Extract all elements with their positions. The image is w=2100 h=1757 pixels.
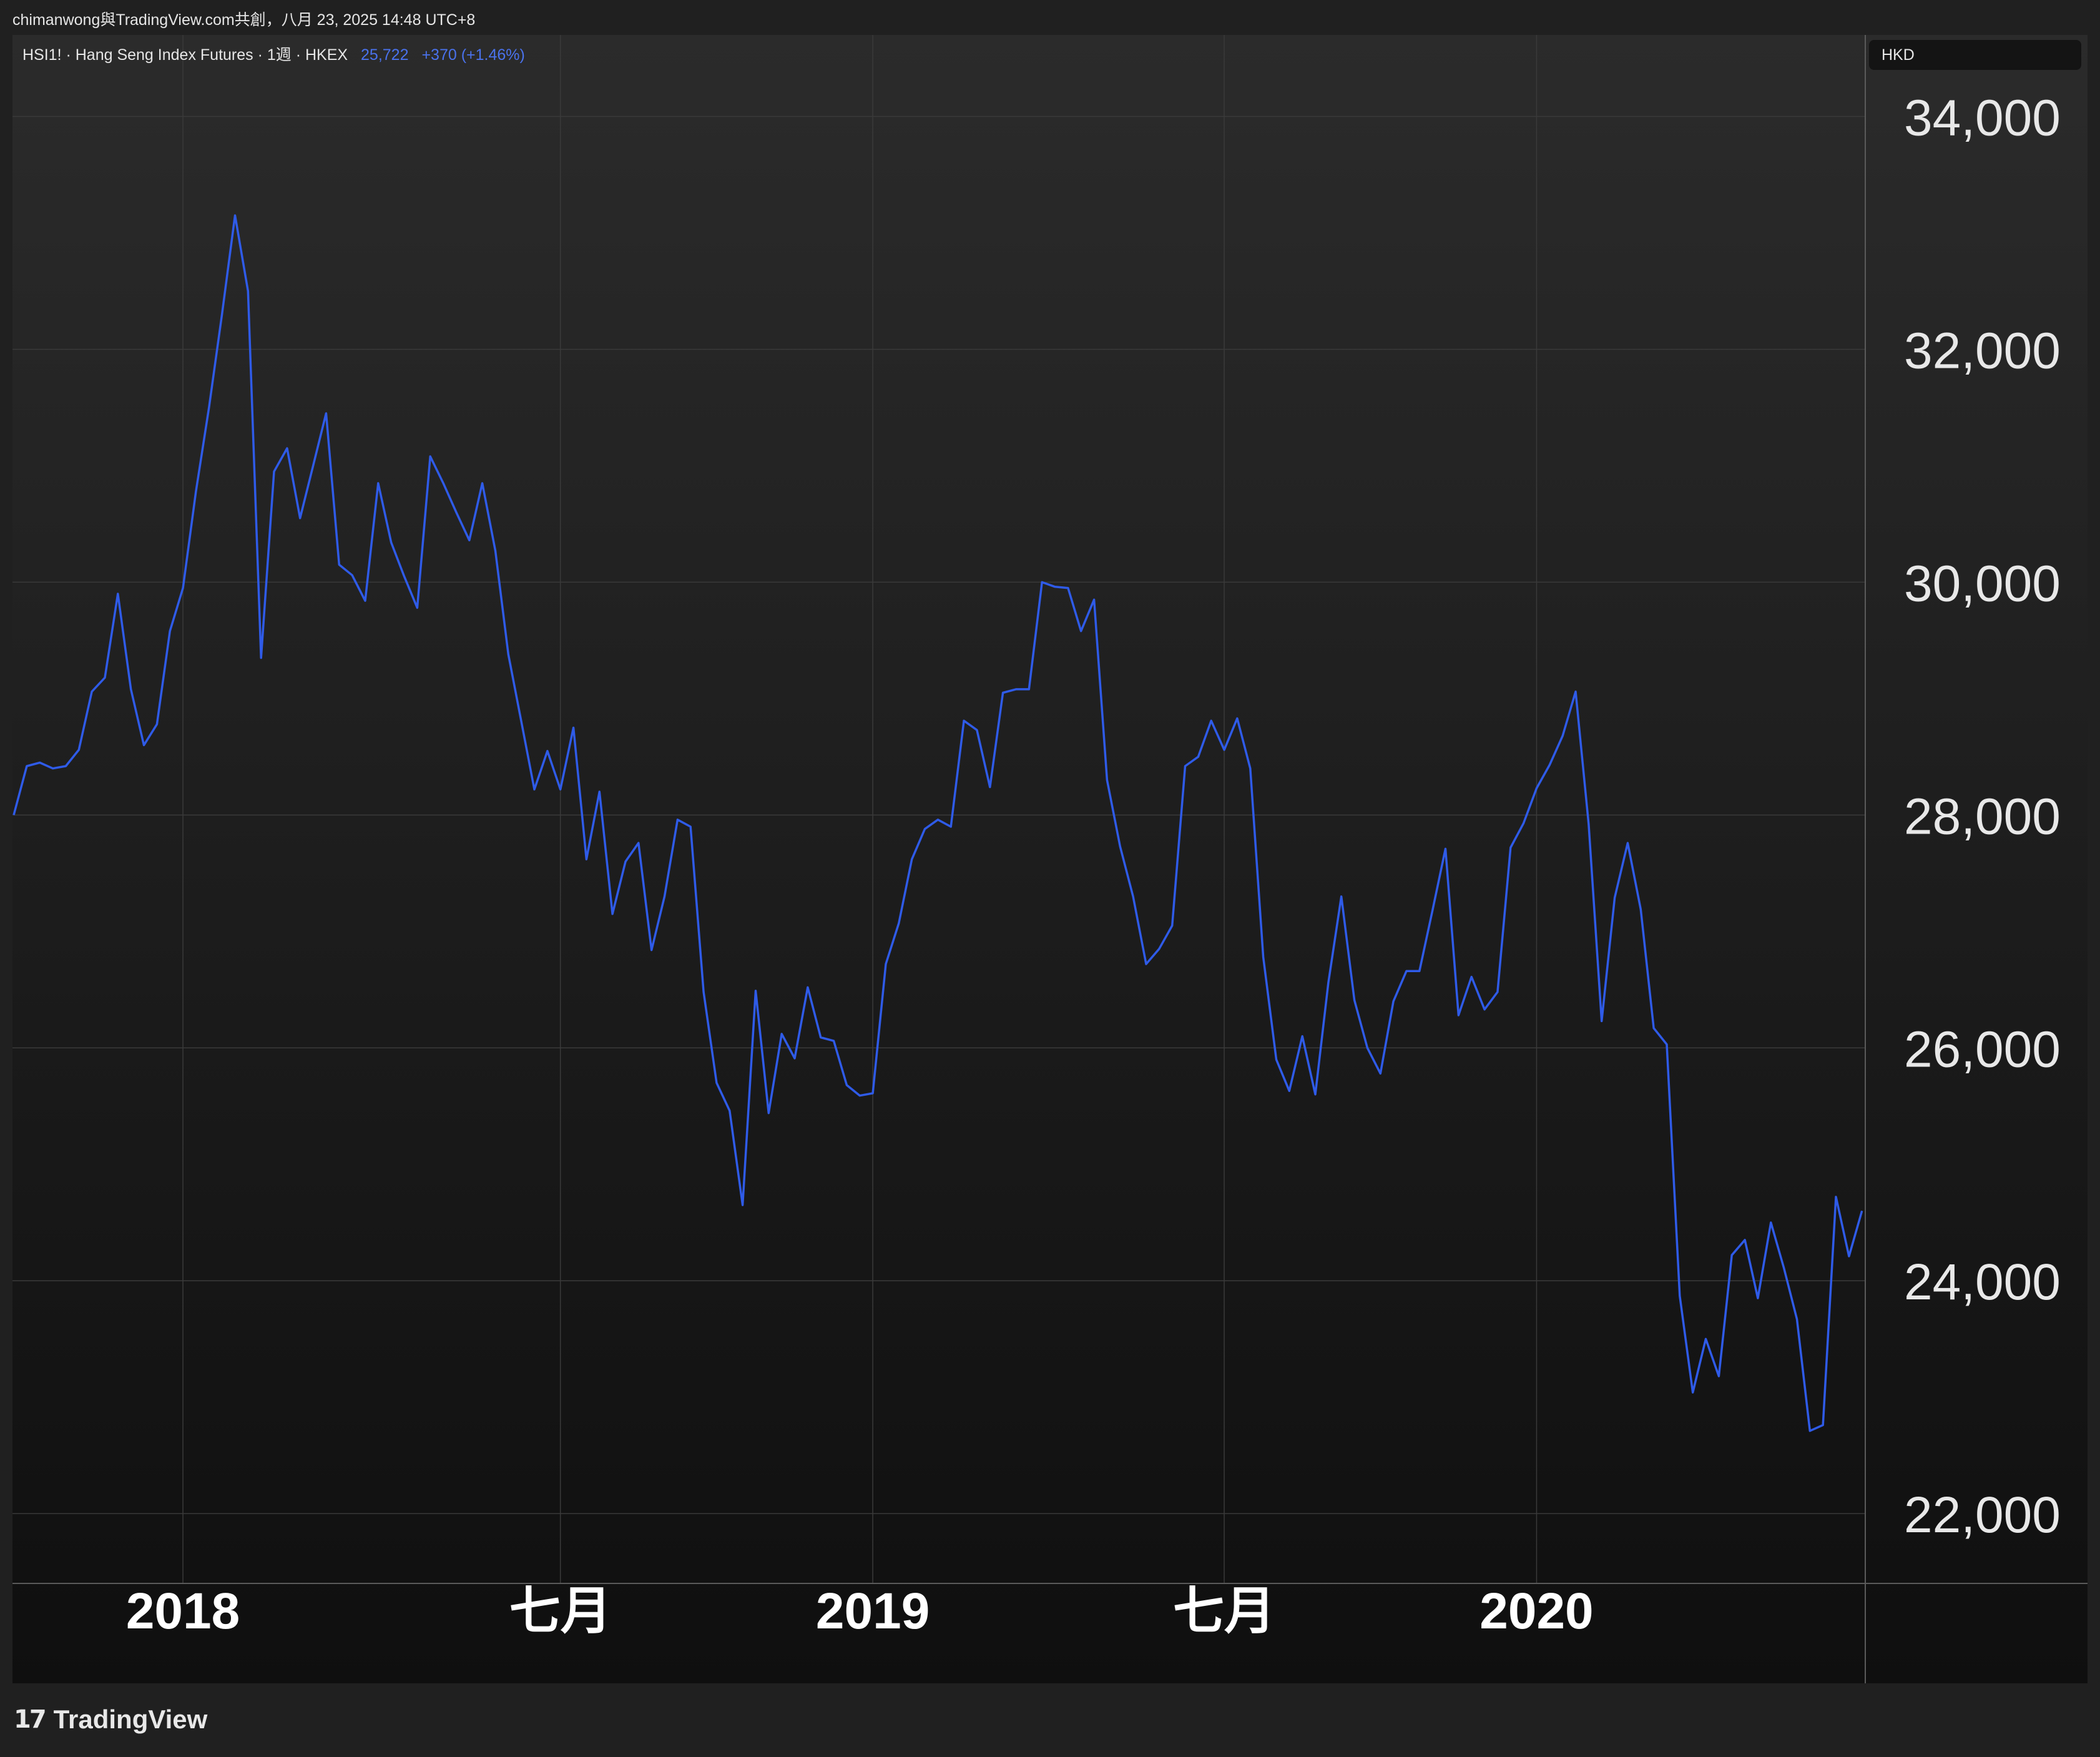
y-tick-label: 22,000 [1904, 1487, 2061, 1543]
y-tick-label: 30,000 [1904, 555, 2061, 612]
y-tick-label: 24,000 [1904, 1254, 2061, 1311]
y-axis: 34,000 32,000 30,000 28,000 26,000 24,000 22,0… [1865, 35, 2061, 1683]
currency-label: HKD [1882, 46, 1915, 64]
x-axis: 2018 七月 2019 七月 2020 [12, 1583, 2088, 1640]
x-tick-label: 七月 [509, 1583, 612, 1640]
tradingview-logo[interactable]: 17 TradingView [14, 1705, 207, 1735]
y-tick-label: 28,000 [1904, 788, 2061, 845]
y-tick-label: 32,000 [1904, 322, 2061, 379]
price-line [12, 214, 1863, 1432]
footer-bar [0, 1683, 2100, 1757]
chart-area[interactable] [12, 35, 2088, 1683]
y-tick-label: 26,000 [1904, 1021, 2061, 1078]
brand-name: TradingView [53, 1705, 208, 1734]
x-tick-label: 2019 [816, 1583, 930, 1640]
currency-badge[interactable]: HKD [1869, 40, 2081, 70]
x-tick-label: 七月 [1173, 1583, 1275, 1640]
tradingview-mark-icon: 17 [14, 1705, 47, 1734]
symbol-title[interactable]: HSI1! · Hang Seng Index Futures · 1週 · H… [22, 46, 348, 64]
chart-legend[interactable]: HSI1! · Hang Seng Index Futures · 1週 · H… [22, 42, 525, 65]
grid-lines [12, 35, 1865, 1583]
x-tick-label: 2018 [126, 1583, 240, 1640]
attribution-text: chimanwong與TradingView.com共創，八月 23, 2025… [12, 11, 476, 29]
price-chart[interactable]: 2018 七月 2019 七月 2020 34,000 32,000 30,000 28,00… [0, 0, 2100, 1683]
top-bar: chimanwong與TradingView.com共創，八月 23, 2025… [0, 0, 2100, 35]
price-change: +370 (+1.46%) [421, 46, 525, 64]
last-price: 25,722 [361, 46, 409, 64]
x-tick-label: 2020 [1479, 1583, 1593, 1640]
y-tick-label: 34,000 [1904, 90, 2061, 147]
